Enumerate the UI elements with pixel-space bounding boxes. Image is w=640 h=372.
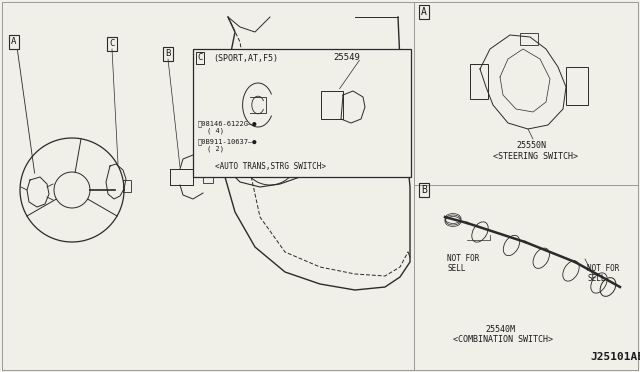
Text: ( 4): ( 4) — [207, 128, 224, 135]
Text: (SPORT,AT,F5): (SPORT,AT,F5) — [213, 54, 278, 62]
Text: B: B — [421, 185, 427, 195]
Text: Ⓝ0B911-10637—●: Ⓝ0B911-10637—● — [198, 138, 257, 145]
Text: A: A — [12, 38, 17, 46]
Bar — [470, 64, 488, 99]
Text: 25540M: 25540M — [485, 325, 515, 334]
Bar — [321, 91, 343, 119]
Text: NOT FOR
SELL: NOT FOR SELL — [587, 264, 620, 283]
Text: 25550N: 25550N — [516, 141, 546, 150]
Text: Ⓡ08146-6122G—●: Ⓡ08146-6122G—● — [198, 120, 257, 126]
Text: C: C — [109, 39, 115, 48]
Bar — [193, 49, 411, 177]
Text: NOT FOR
SELL: NOT FOR SELL — [447, 254, 479, 273]
Bar — [203, 171, 213, 183]
Bar — [566, 67, 588, 105]
Text: B: B — [165, 49, 171, 58]
Text: <STEERING SWITCH>: <STEERING SWITCH> — [493, 152, 578, 161]
Text: A: A — [421, 7, 427, 17]
Text: C: C — [197, 54, 203, 62]
Text: ( 2): ( 2) — [207, 146, 224, 153]
Text: 25549: 25549 — [333, 54, 360, 62]
Text: J25101AE: J25101AE — [590, 352, 640, 362]
Bar — [123, 180, 131, 192]
Text: <COMBINATION SWITCH>: <COMBINATION SWITCH> — [453, 335, 553, 344]
Bar — [335, 102, 390, 177]
Text: <AUTO TRANS,STRG SWITCH>: <AUTO TRANS,STRG SWITCH> — [215, 163, 326, 171]
Bar — [520, 33, 538, 45]
